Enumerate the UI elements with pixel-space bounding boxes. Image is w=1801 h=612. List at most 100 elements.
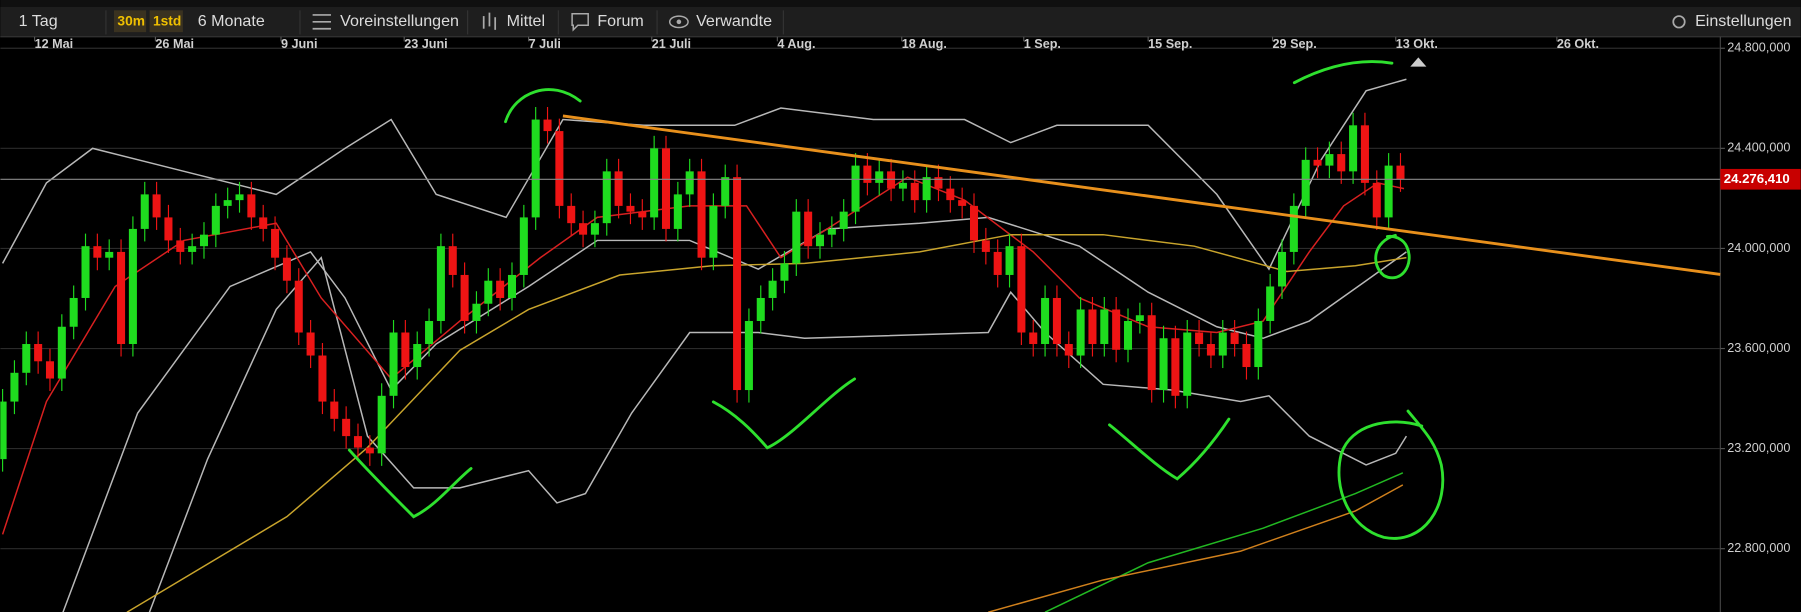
x-tick-label: 15 Sep.	[1148, 37, 1192, 51]
interval-badge[interactable]: 1std	[153, 13, 181, 28]
candle-body	[579, 223, 588, 235]
toolbar	[0, 6, 1801, 37]
candle-body	[128, 228, 137, 345]
candle-body	[1372, 182, 1381, 218]
indicator-line	[1, 78, 1407, 271]
candle-body	[993, 251, 1002, 275]
candle-body	[780, 263, 789, 281]
candle-body	[1100, 309, 1109, 345]
candle-body	[1301, 159, 1310, 206]
presets-button[interactable]: Voreinstellungen	[340, 12, 459, 30]
candle-body	[1242, 344, 1251, 368]
candle-body	[69, 297, 78, 327]
candle-body	[887, 171, 896, 189]
candle-body	[531, 119, 540, 218]
candle-body	[827, 228, 836, 235]
candle-body	[1230, 332, 1239, 345]
candle-body	[543, 119, 552, 132]
settings-button[interactable]: Einstellungen	[1695, 12, 1791, 30]
candle-body	[1005, 246, 1014, 275]
settings-icon	[1672, 15, 1686, 29]
candle-body	[567, 205, 576, 224]
top-strip	[0, 0, 1801, 7]
candle-body	[910, 182, 919, 201]
candle-body	[235, 194, 244, 201]
candle-body	[93, 246, 102, 258]
candle-body	[946, 188, 955, 201]
candle-body	[1206, 344, 1215, 356]
candle-body	[555, 131, 564, 206]
candle-body	[590, 223, 599, 235]
indicator-line	[62, 216, 1407, 612]
candle-body	[389, 332, 398, 396]
candle-body	[733, 177, 742, 391]
candle-body	[1266, 286, 1275, 321]
annotations	[347, 57, 1721, 540]
candle-body	[0, 401, 7, 460]
candle-body	[1254, 320, 1263, 368]
candle-body	[45, 361, 54, 379]
candle-body	[1360, 125, 1369, 183]
interval-badge[interactable]: 30m	[117, 13, 145, 28]
x-tick-label: 21 Juli	[652, 37, 691, 51]
related-button[interactable]: Verwandte	[696, 12, 772, 30]
marker	[1410, 57, 1427, 67]
candle-body	[353, 436, 363, 448]
candle-body	[1325, 154, 1334, 166]
x-tick-label: 4 Aug.	[777, 37, 815, 51]
trend-line	[562, 114, 1721, 276]
y-tick-label: 24.000,000	[1727, 241, 1790, 255]
candle-body	[804, 211, 813, 247]
x-tick-label: 23 Juni	[404, 37, 448, 51]
candle-body	[969, 205, 979, 241]
candle-body	[638, 211, 647, 218]
candle-body	[1289, 205, 1298, 252]
indicator-button[interactable]: Mittel	[507, 12, 545, 30]
candle-body	[685, 171, 694, 195]
period-button[interactable]: 1 Tag	[19, 12, 58, 30]
badge-bg	[113, 10, 147, 33]
candle-body	[1218, 332, 1227, 356]
forum-button[interactable]: Forum	[597, 12, 643, 30]
candle-body	[105, 251, 114, 258]
candle-body	[10, 372, 19, 402]
candle-body	[1112, 309, 1121, 350]
candle-body	[1195, 332, 1204, 345]
candle-body	[306, 332, 315, 356]
presets-icon	[312, 14, 331, 30]
y-tick-label: 24.400,000	[1727, 141, 1790, 155]
candle-body	[650, 148, 659, 218]
candle-body	[756, 297, 765, 321]
x-tick-label: 1 Sep.	[1024, 37, 1061, 51]
last-price-label: 24.276,410	[1724, 171, 1790, 186]
candle-body	[1088, 309, 1097, 345]
candle-body	[176, 240, 185, 252]
candle-body	[863, 165, 872, 183]
candle-body	[958, 200, 967, 206]
range-button[interactable]: 6 Monate	[198, 12, 265, 30]
candle-body	[1384, 165, 1393, 218]
hand-drawings	[347, 60, 1445, 540]
related-icon	[668, 15, 689, 29]
badge-bg	[149, 10, 183, 33]
candle-body	[1029, 332, 1038, 345]
candle-body	[1183, 332, 1192, 396]
candle-body	[223, 200, 232, 206]
y-tick-label: 22.800,000	[1727, 541, 1790, 555]
candle-body	[839, 211, 848, 229]
candle-body	[697, 171, 706, 258]
candle-body	[199, 234, 209, 247]
candle-body	[294, 280, 303, 333]
candle-body	[898, 182, 907, 189]
x-tick-label: 18 Aug.	[902, 37, 947, 51]
candle-body	[472, 303, 481, 321]
x-tick-label: 13 Okt.	[1396, 37, 1438, 51]
candle-body	[1135, 315, 1144, 321]
candle-body	[626, 205, 635, 212]
indicator-line	[126, 233, 1407, 612]
candle-body	[318, 355, 327, 402]
candle-body	[484, 280, 493, 304]
